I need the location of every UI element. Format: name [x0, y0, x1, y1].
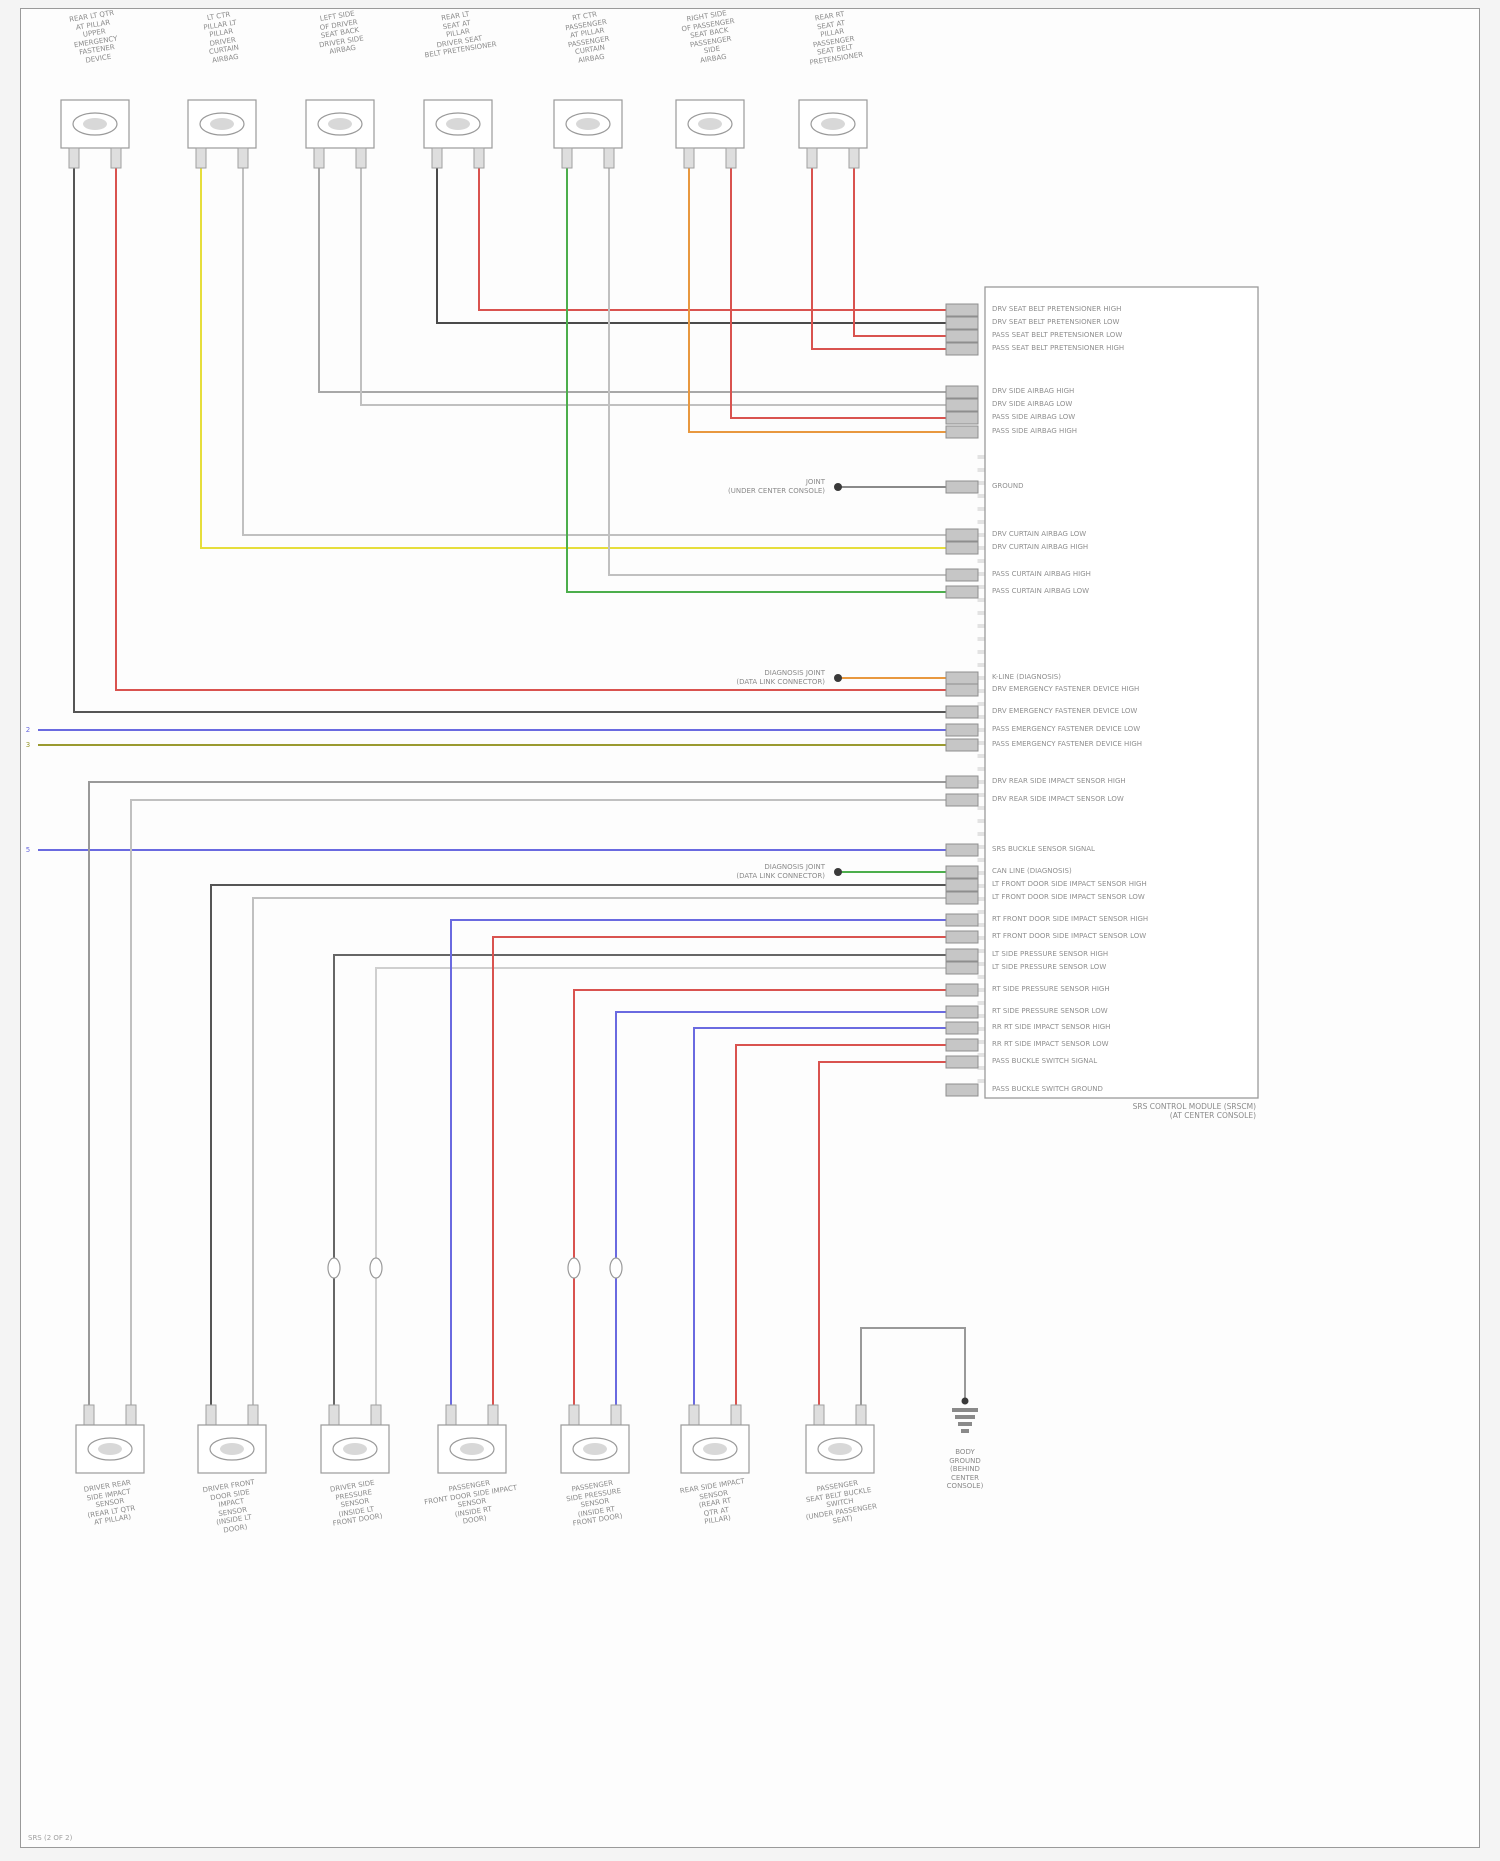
module-pin-label: K-LINE (DIAGNOSIS): [992, 673, 1061, 681]
module-pin-label: LT FRONT DOOR SIDE IMPACT SENSOR LOW: [992, 893, 1145, 901]
splice-dots: [834, 483, 842, 876]
ground-label: BODY GROUND (BEHIND CENTER CONSOLE): [946, 1448, 984, 1490]
bottom-connector-4-symbol: [437, 1404, 507, 1474]
top-connector-6-symbol: [675, 99, 745, 169]
module-pin-label: SRS BUCKLE SENSOR SIGNAL: [992, 845, 1095, 853]
module-pin-label: RT FRONT DOOR SIDE IMPACT SENSOR HIGH: [992, 915, 1149, 923]
module-pin-label: DRV SEAT BELT PRETENSIONER LOW: [992, 318, 1120, 326]
module-pin-label: DRV SIDE AIRBAG LOW: [992, 400, 1073, 408]
module-pin-label: PASS BUCKLE SWITCH GROUND: [992, 1085, 1103, 1093]
module-pin-label: PASS EMERGENCY FASTENER DEVICE HIGH: [992, 740, 1143, 748]
module-pin-label: CAN LINE (DIAGNOSIS): [992, 867, 1072, 875]
module-pin-label: PASS CURTAIN AIRBAG LOW: [992, 587, 1090, 595]
module-pin-label: DRV REAR SIDE IMPACT SENSOR HIGH: [992, 777, 1126, 785]
module-pin-label: DRV CURTAIN AIRBAG LOW: [992, 530, 1087, 538]
footer-note: SRS (2 OF 2): [28, 1834, 73, 1842]
module-pin-label: RT FRONT DOOR SIDE IMPACT SENSOR LOW: [992, 932, 1147, 940]
module-pin-label: DRV CURTAIN AIRBAG HIGH: [992, 543, 1089, 551]
page-ref-marker: 2: [25, 726, 31, 734]
module-pin-label: PASS SEAT BELT PRETENSIONER HIGH: [992, 344, 1125, 352]
module-label: SRS CONTROL MODULE (SRSCM) (AT CENTER CO…: [1132, 1102, 1256, 1120]
top-connector-3-symbol: [305, 99, 375, 169]
module-pin-label: DRV REAR SIDE IMPACT SENSOR LOW: [992, 795, 1124, 803]
top-connector-7-symbol: [798, 99, 868, 169]
module-pin-label: PASS SIDE AIRBAG LOW: [992, 413, 1076, 421]
ground-symbol: [952, 1397, 978, 1433]
page-ref-marker: 3: [25, 741, 31, 749]
top-connector-1-symbol: [60, 99, 130, 169]
bottom-connector-5-symbol: [560, 1404, 630, 1474]
bottom-connector-2-symbol: [197, 1404, 267, 1474]
inline-connectors: [327, 1257, 623, 1279]
wire-harness: [38, 168, 966, 1405]
splice-3-label: DIAGNOSIS JOINT (DATA LINK CONNECTOR): [736, 863, 825, 880]
module-pin-label: RR RT SIDE IMPACT SENSOR LOW: [992, 1040, 1109, 1048]
module-pin-label: RT SIDE PRESSURE SENSOR LOW: [992, 1007, 1108, 1015]
module-pin-label: DRV EMERGENCY FASTENER DEVICE LOW: [992, 707, 1138, 715]
module-pin-label: LT FRONT DOOR SIDE IMPACT SENSOR HIGH: [992, 880, 1147, 888]
module-pin-label: LT SIDE PRESSURE SENSOR HIGH: [992, 950, 1109, 958]
module-pin-label: RR RT SIDE IMPACT SENSOR HIGH: [992, 1023, 1111, 1031]
top-connector-5-symbol: [553, 99, 623, 169]
splice-2-label: DIAGNOSIS JOINT (DATA LINK CONNECTOR): [736, 669, 825, 686]
bottom-connector-6-symbol: [680, 1404, 750, 1474]
module-pin-label: RT SIDE PRESSURE SENSOR HIGH: [992, 985, 1110, 993]
module-pin-label: DRV SEAT BELT PRETENSIONER HIGH: [992, 305, 1122, 313]
top-connector-2-symbol: [187, 99, 257, 169]
module-pin-label: PASS SEAT BELT PRETENSIONER LOW: [992, 331, 1123, 339]
module-pin-label: GROUND: [992, 482, 1024, 490]
module-pin-label: DRV EMERGENCY FASTENER DEVICE HIGH: [992, 685, 1140, 693]
splice-1-label: JOINT (UNDER CENTER CONSOLE): [728, 478, 825, 495]
bottom-connector-7-symbol: [805, 1404, 875, 1474]
bottom-connector-1-symbol: [75, 1404, 145, 1474]
bottom-connector-3-symbol: [320, 1404, 390, 1474]
top-connector-4-symbol: [423, 99, 493, 169]
module-pin-label: DRV SIDE AIRBAG HIGH: [992, 387, 1075, 395]
module-pin-label: PASS CURTAIN AIRBAG HIGH: [992, 570, 1091, 578]
srs-module-symbol: [945, 286, 1259, 1099]
page-ref-marker: 5: [25, 846, 31, 854]
module-pin-label: PASS BUCKLE SWITCH SIGNAL: [992, 1057, 1098, 1065]
module-pin-label: PASS EMERGENCY FASTENER DEVICE LOW: [992, 725, 1141, 733]
module-pin-label: PASS SIDE AIRBAG HIGH: [992, 427, 1078, 435]
module-pin-label: LT SIDE PRESSURE SENSOR LOW: [992, 963, 1107, 971]
